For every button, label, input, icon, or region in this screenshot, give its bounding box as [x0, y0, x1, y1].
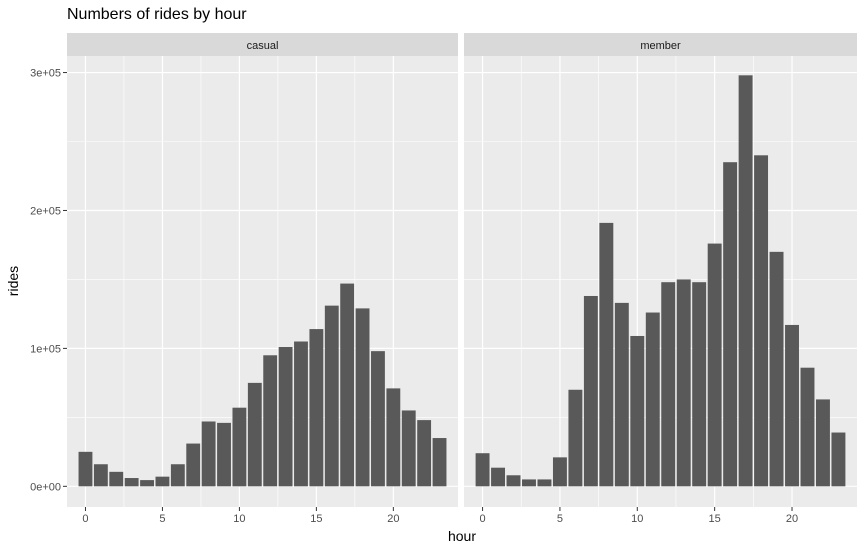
bar — [186, 443, 201, 487]
bar — [232, 407, 247, 487]
bar — [140, 480, 154, 487]
bar — [568, 389, 583, 487]
bar — [738, 75, 753, 487]
bar — [124, 478, 139, 487]
bar — [815, 399, 830, 487]
bar — [506, 475, 521, 487]
x-tick-label: 20 — [387, 513, 399, 525]
bar — [769, 251, 784, 487]
bar — [630, 335, 645, 487]
y-tick-label: 3e+05 — [30, 68, 61, 80]
bar — [800, 367, 815, 487]
bar — [599, 222, 614, 487]
bar — [278, 347, 293, 487]
facet-strip — [67, 33, 458, 56]
bar — [645, 312, 660, 487]
bar — [552, 457, 567, 487]
bar — [676, 279, 691, 487]
x-tick-label: 10 — [631, 513, 643, 525]
bar — [355, 308, 370, 487]
bar — [831, 432, 846, 487]
bar — [78, 451, 93, 487]
bar — [217, 422, 231, 487]
x-tick-label: 0 — [480, 513, 486, 525]
x-tick-label: 15 — [310, 513, 322, 525]
bar — [614, 302, 629, 487]
bar — [324, 305, 339, 487]
x-tick-label: 5 — [557, 513, 563, 525]
facet-strip-label: member — [640, 40, 681, 52]
bar — [707, 243, 722, 487]
bar — [475, 453, 490, 487]
x-tick-label: 10 — [233, 513, 245, 525]
bar — [417, 420, 432, 487]
bar — [340, 283, 355, 487]
bar — [263, 355, 278, 487]
chart-title: Numbers of rides by hour — [67, 6, 247, 23]
bar — [522, 479, 536, 487]
y-axis-title: rides — [5, 266, 21, 296]
bar — [583, 295, 598, 487]
bar — [294, 341, 308, 487]
bar — [401, 410, 416, 487]
y-tick-label: 2e+05 — [30, 205, 61, 217]
bar — [785, 324, 799, 487]
bar — [309, 329, 324, 487]
bar — [170, 464, 185, 487]
bar — [155, 476, 170, 487]
x-tick-label: 20 — [786, 513, 798, 525]
bar — [661, 282, 676, 487]
bar — [723, 162, 738, 487]
bar — [754, 155, 769, 487]
bar — [432, 438, 447, 487]
facet-strip-label: casual — [247, 40, 279, 52]
bar — [491, 467, 506, 487]
bar — [692, 282, 707, 487]
bar — [201, 421, 216, 487]
bar — [386, 388, 401, 487]
bar — [537, 479, 552, 487]
x-tick-label: 0 — [82, 513, 88, 525]
y-tick-label: 1e+05 — [30, 343, 61, 355]
bar — [93, 464, 108, 487]
bar — [247, 382, 262, 487]
facet-strip — [464, 33, 857, 56]
bar — [109, 471, 124, 487]
y-tick-label: 0e+00 — [30, 481, 61, 493]
x-axis-title: hour — [448, 528, 476, 544]
bar — [371, 351, 385, 487]
x-tick-label: 5 — [159, 513, 165, 525]
x-tick-label: 15 — [709, 513, 721, 525]
